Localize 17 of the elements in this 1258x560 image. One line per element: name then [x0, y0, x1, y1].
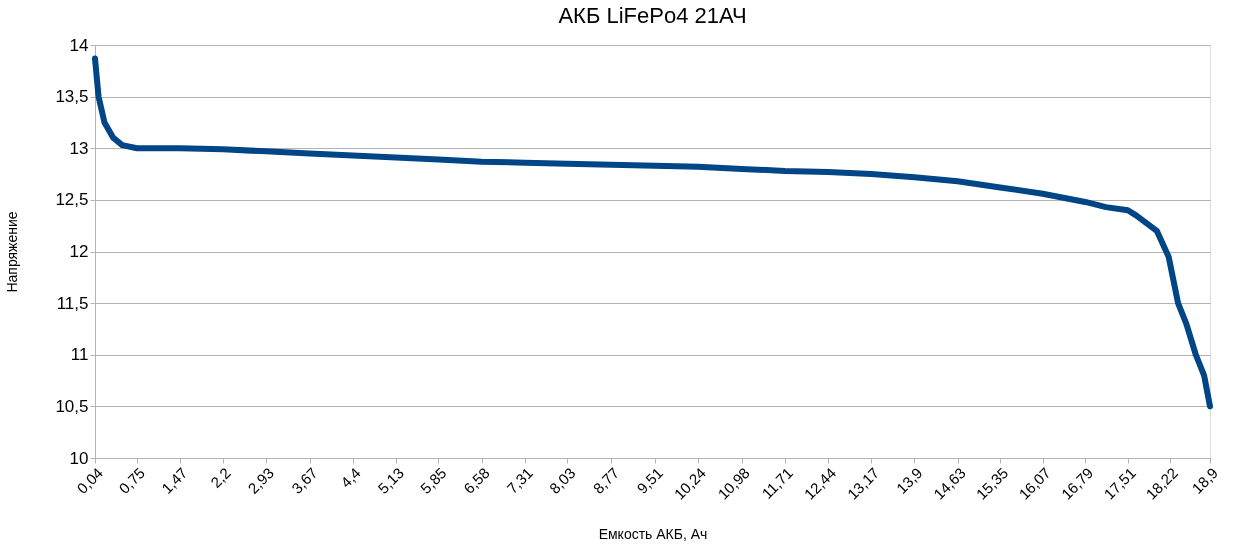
x-tick-label: 2,2: [207, 464, 234, 491]
y-tick-label: 13,5: [55, 87, 89, 107]
y-tick-label: 11: [70, 345, 89, 365]
x-tick-label: 0,75: [115, 464, 149, 497]
y-tick-label: 11,5: [56, 293, 89, 313]
x-tick-label: 6,58: [460, 464, 493, 497]
y-tick-label: 14: [69, 35, 89, 55]
y-tick-label: 10,5: [55, 396, 89, 416]
y-axis-title: Напряжение: [4, 211, 21, 293]
x-tick-label: 4,4: [337, 464, 364, 491]
x-tick-label: 7,31: [503, 464, 536, 497]
y-tick-label: 13: [69, 138, 89, 158]
y-tick-label: 12: [69, 242, 89, 261]
x-tick-label: 9,51: [633, 464, 666, 497]
chart-title: АКБ LiFePo4 21АЧ: [558, 3, 747, 28]
y-tick-label: 12,5: [55, 190, 89, 210]
x-axis-title: Емкость АКБ, Ач: [598, 525, 708, 542]
